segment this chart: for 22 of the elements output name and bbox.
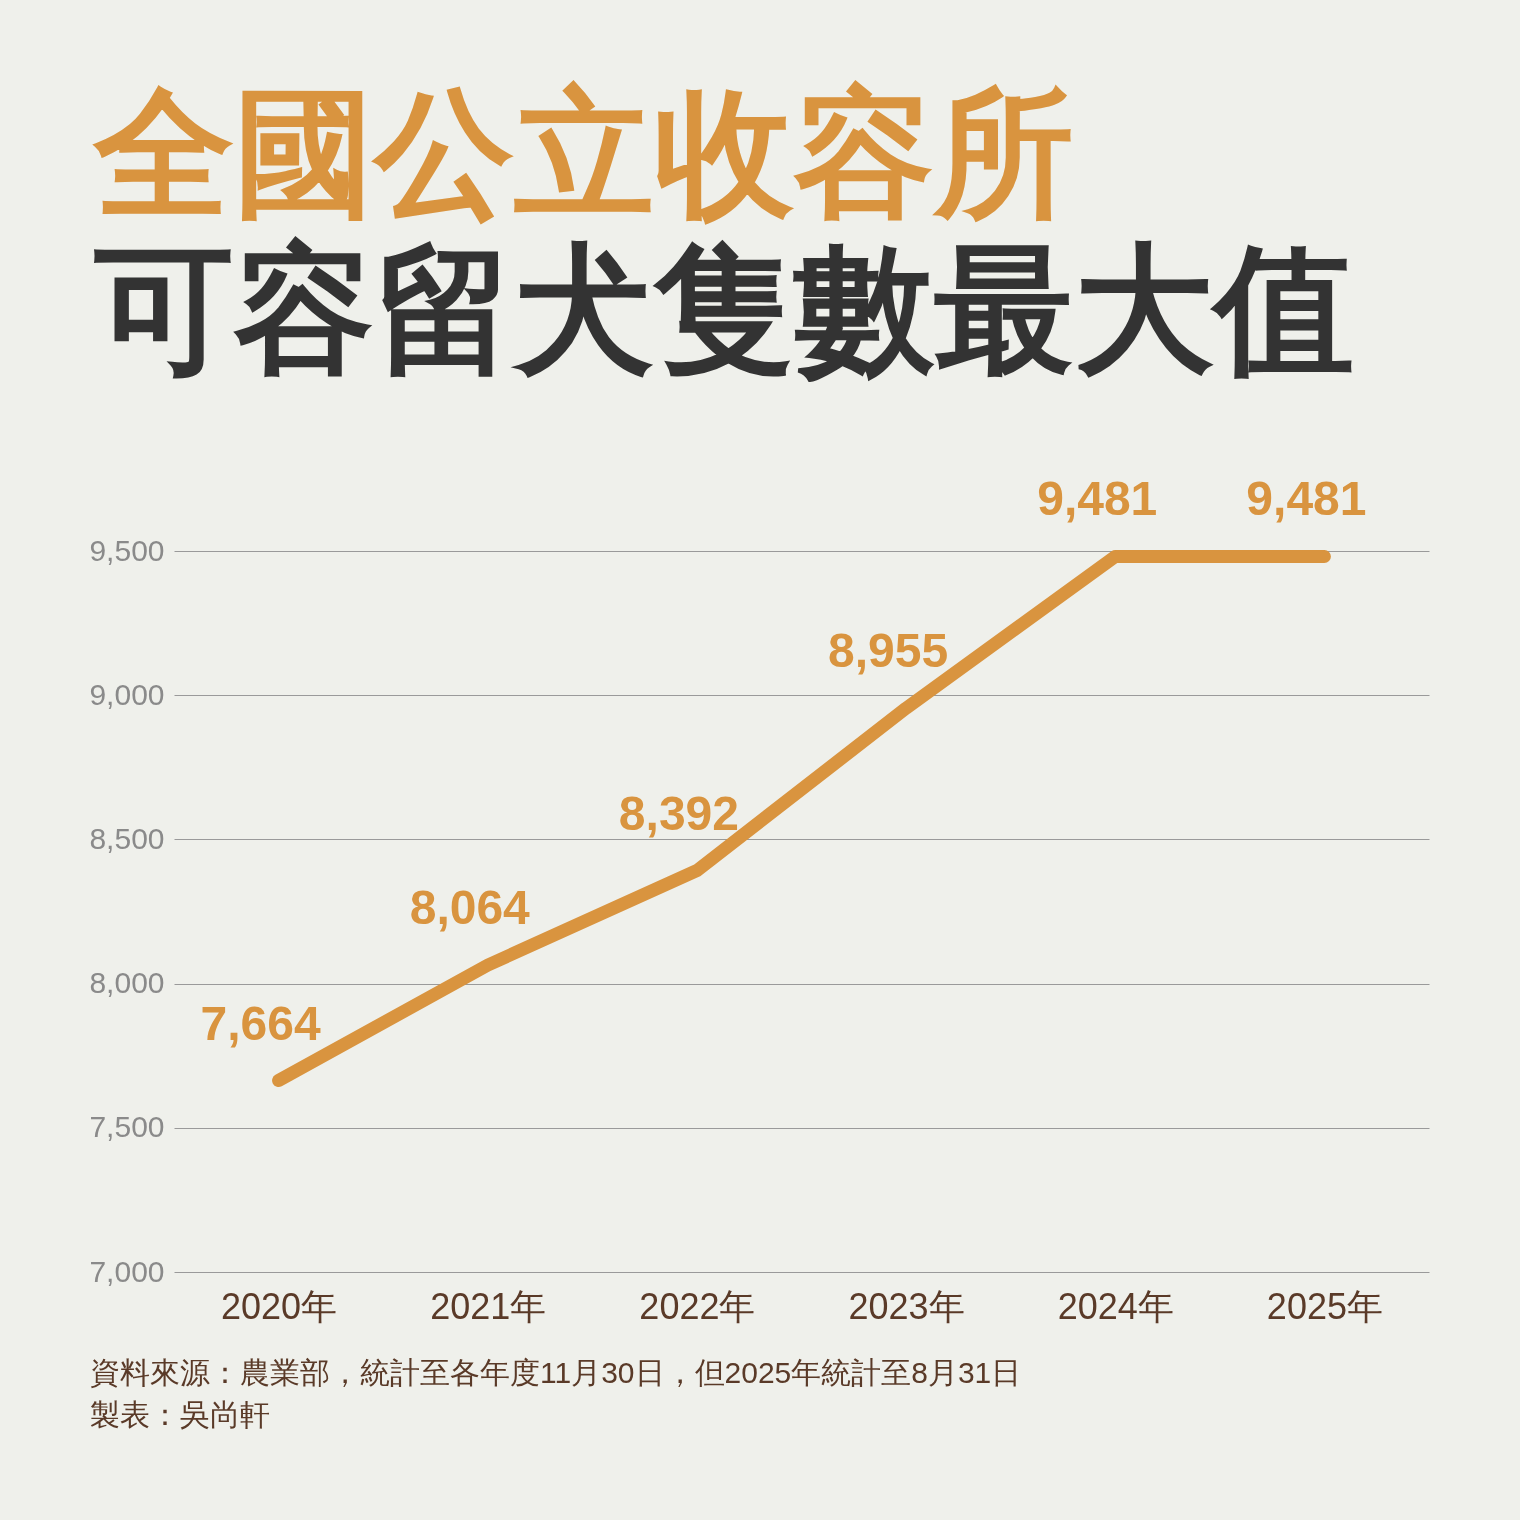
y-tick-label: 8,000	[89, 966, 165, 1000]
data-label: 7,664	[200, 996, 321, 1050]
y-tick-label: 7,000	[89, 1254, 165, 1288]
data-label: 8,064	[409, 881, 531, 935]
x-tick-label: 2020年	[221, 1285, 338, 1327]
data-label: 8,392	[618, 786, 739, 840]
chart-title: 全國公立收容所	[91, 75, 1074, 233]
data-label: 9,481	[1037, 472, 1158, 526]
y-tick-label: 7,500	[89, 1110, 165, 1144]
source-note: 資料來源：農業部，統計至各年度11月30日，但2025年統計至8月31日	[90, 1355, 1022, 1391]
data-label: 9,481	[1246, 472, 1367, 526]
x-tick-label: 2025年	[1266, 1285, 1383, 1327]
x-tick-label: 2023年	[848, 1285, 965, 1327]
text: 製表：吳尚軒	[90, 1397, 271, 1433]
y-tick-label: 9,000	[89, 677, 165, 711]
x-tick-label: 2021年	[430, 1285, 547, 1327]
data-label: 8,955	[828, 624, 949, 678]
y-tick-label: 8,500	[89, 821, 165, 855]
x-tick-label: 2022年	[639, 1285, 756, 1327]
chart-subtitle: 可容留犬隻數最大值	[92, 231, 1354, 389]
x-tick-label: 2024年	[1057, 1285, 1174, 1327]
y-tick-label: 9,500	[89, 533, 165, 567]
